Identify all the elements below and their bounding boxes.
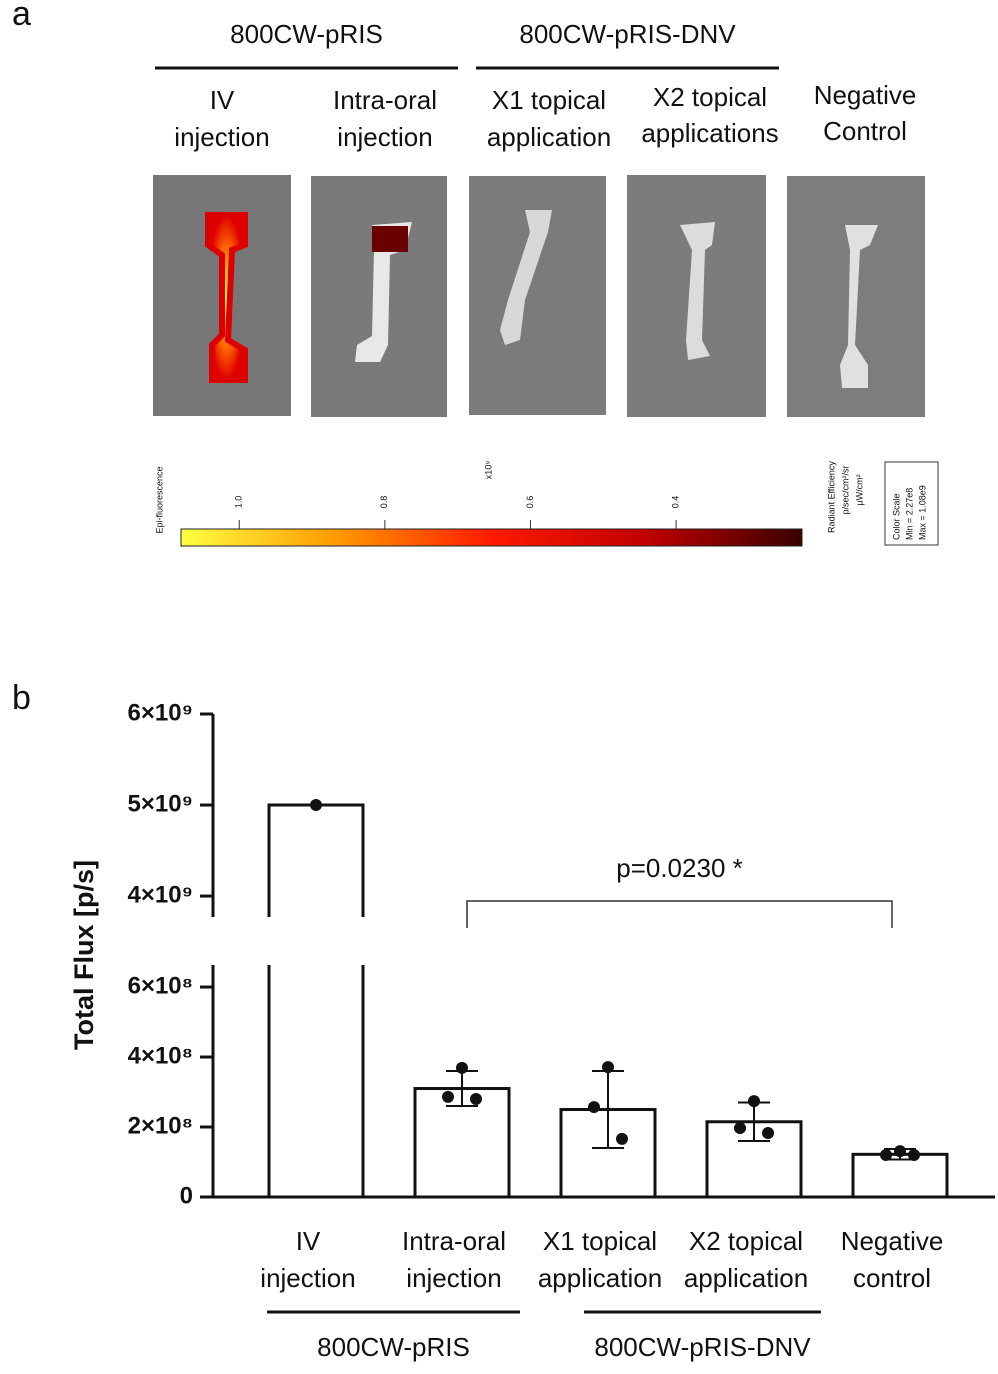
lane-label: X2 topical <box>653 82 767 112</box>
y-tick-label: 5×10⁹ <box>128 790 193 817</box>
data-point <box>456 1061 468 1074</box>
colorbar-tick-label: 0.8 <box>379 496 389 509</box>
colorbar-tick-label: 0.6 <box>525 496 535 509</box>
lane-label: injection <box>337 122 432 152</box>
lane-label: applications <box>641 118 778 148</box>
x-tick-label: control <box>853 1263 931 1293</box>
x-tick-label: IV <box>296 1226 321 1256</box>
lane-label: Intra-oral <box>333 85 437 115</box>
y-tick-label: 2×10⁸ <box>128 1112 193 1139</box>
x-tick-label: injection <box>260 1263 355 1293</box>
data-point <box>748 1095 760 1108</box>
y-tick-label: 4×10⁸ <box>128 1042 193 1069</box>
y-tick-label: 6×10⁸ <box>128 972 193 999</box>
data-point <box>442 1090 454 1103</box>
lane-label: injection <box>174 122 269 152</box>
scale-box-text: Max = 1.08e9 <box>917 485 927 540</box>
scale-box-text: Min = 2.27e8 <box>904 488 914 540</box>
bar <box>267 803 365 1197</box>
colorbar-tick-label: 0.4 <box>670 496 680 509</box>
group-label: 800CW-pRIS-DNV <box>519 19 736 49</box>
lane-label: IV <box>210 85 235 115</box>
colorbar-tick-label: 1.0 <box>234 496 244 509</box>
scale-box <box>884 461 939 546</box>
x-tick-label: X1 topical <box>543 1226 657 1256</box>
data-point <box>908 1149 920 1162</box>
group-label: 800CW-pRIS <box>317 1332 470 1362</box>
lane-label: application <box>487 122 611 152</box>
group-label: 800CW-pRIS-DNV <box>594 1332 811 1362</box>
x-tick-label: injection <box>406 1263 501 1293</box>
unit-denominator: µW/cm² <box>854 474 864 505</box>
data-point <box>602 1061 614 1074</box>
lane-label: X1 topical <box>492 85 606 115</box>
x-tick-label: application <box>538 1263 662 1293</box>
y-tick-label: 0 <box>180 1182 193 1209</box>
scale-box-text: Color Scale <box>891 493 901 540</box>
lane-label: Control <box>823 116 907 146</box>
panel-label: b <box>12 679 31 717</box>
y-tick-label: 4×10⁹ <box>128 881 193 908</box>
y-axis-label: Total Flux [p/s] <box>69 860 99 1050</box>
data-point <box>310 799 322 812</box>
data-point <box>894 1145 906 1158</box>
data-point <box>734 1122 746 1135</box>
significance-bracket <box>466 900 893 928</box>
colorbar-multiplier: x10⁹ <box>483 461 493 480</box>
x-tick-label: Negative <box>841 1226 944 1256</box>
unit-title: Radiant Efficiency <box>826 461 836 533</box>
colorbar-title: Epi-fluorescence <box>154 466 164 533</box>
significance-label: p=0.0230 * <box>616 853 743 883</box>
colorbar <box>180 528 803 547</box>
panel-label: a <box>12 0 31 33</box>
bar <box>851 1152 949 1199</box>
y-tick-label: 6×10⁹ <box>128 699 193 726</box>
data-point <box>880 1149 892 1162</box>
x-tick-label: Intra-oral <box>402 1226 506 1256</box>
data-point <box>588 1101 600 1114</box>
data-point <box>470 1093 482 1106</box>
lane-label: Negative <box>814 80 917 110</box>
x-tick-label: X2 topical <box>689 1226 803 1256</box>
unit-numerator: p/sec/cm²/sr <box>840 465 850 514</box>
data-point <box>762 1126 774 1139</box>
data-point <box>616 1132 628 1145</box>
group-label: 800CW-pRIS <box>230 19 383 49</box>
x-tick-label: application <box>684 1263 808 1293</box>
bone-images <box>153 175 925 417</box>
